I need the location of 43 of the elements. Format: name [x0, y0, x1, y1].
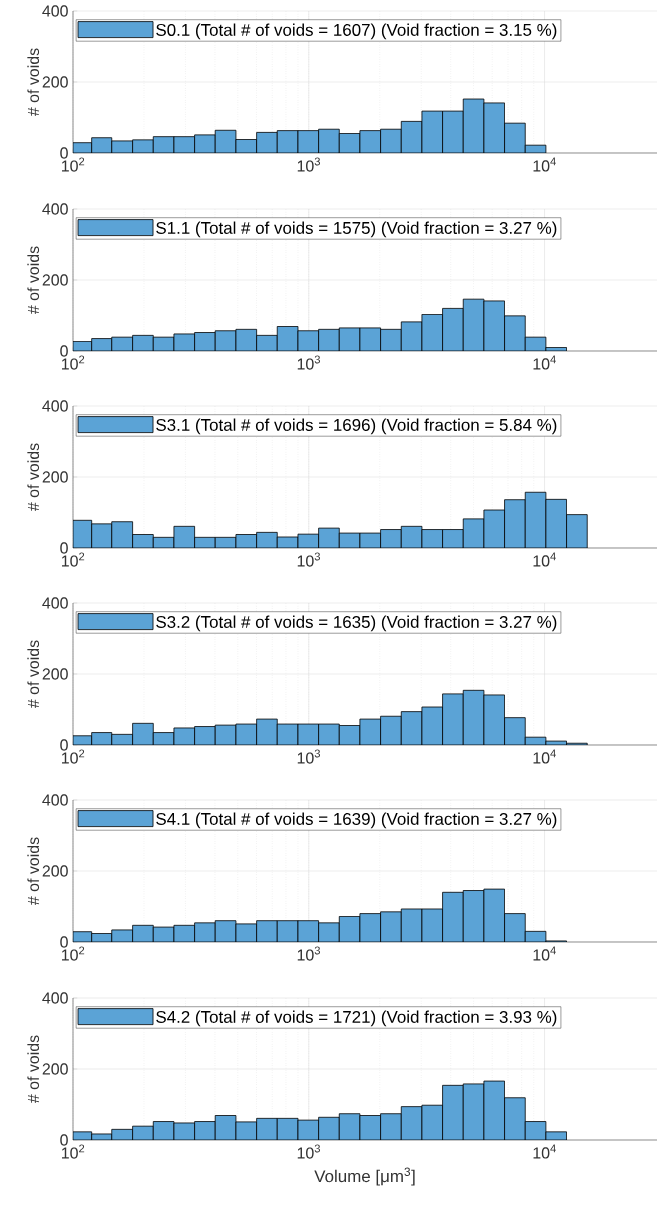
y-tick-label: 0: [60, 739, 68, 751]
y-tick-label: 0: [60, 1134, 68, 1146]
legend-label: S3.2 (Total # of voids = 1635) (Void fraction = 3.27 %): [156, 615, 557, 632]
legend-label: S1.1 (Total # of voids = 1575) (Void fraction = 3.27 %): [156, 221, 557, 238]
y-tick-label: 400: [42, 400, 68, 412]
x-tick-label: 10$^{4}$: [533, 946, 556, 961]
y-axis-title: # of voids: [27, 640, 40, 709]
legend-label: S0.1 (Total # of voids = 1607) (Void fraction = 3.15 %): [156, 23, 557, 40]
x-tick-label: 10$^{4}$: [533, 1144, 556, 1159]
y-tick-label: 200: [42, 668, 68, 680]
y-tick-label: 400: [42, 794, 68, 806]
x-tick-label: 10$^{3}$: [297, 355, 320, 370]
y-axis-title: # of voids: [27, 48, 40, 117]
x-tick-label: 10$^{3}$: [297, 749, 320, 764]
y-tick-label: 200: [42, 471, 68, 483]
y-tick-label: 200: [42, 76, 68, 88]
x-axis-title: Volume [μm$^{3}$]: [314, 1167, 415, 1186]
y-tick-label: 400: [42, 5, 68, 17]
x-tick-label: 10$^{3}$: [297, 552, 320, 567]
x-tick-label: 10$^{3}$: [297, 1144, 320, 1159]
y-tick-label: 400: [42, 992, 68, 1004]
y-tick-label: 200: [42, 865, 68, 877]
y-tick-label: 0: [60, 936, 68, 948]
legend-label: S4.2 (Total # of voids = 1721) (Void fraction = 3.93 %): [156, 1010, 557, 1027]
legend-label: S3.1 (Total # of voids = 1696) (Void fraction = 5.84 %): [156, 418, 557, 435]
x-tick-label: 10$^{3}$: [297, 946, 320, 961]
x-tick-label: 10$^{4}$: [533, 157, 556, 172]
y-tick-label: 0: [60, 542, 68, 554]
x-tick-label: 10$^{4}$: [533, 749, 556, 764]
y-axis-title: # of voids: [27, 837, 40, 906]
y-axis-title: # of voids: [27, 443, 40, 512]
y-tick-label: 0: [60, 147, 68, 159]
y-tick-label: 0: [60, 345, 68, 357]
y-tick-label: 200: [42, 274, 68, 286]
x-tick-label: 10$^{4}$: [533, 355, 556, 370]
legend-label: S4.1 (Total # of voids = 1639) (Void fraction = 3.27 %): [156, 812, 557, 829]
y-axis-title: # of voids: [27, 246, 40, 315]
x-tick-label: 10$^{3}$: [297, 157, 320, 172]
y-axis-title: # of voids: [27, 1035, 40, 1104]
x-tick-label: 10$^{4}$: [533, 552, 556, 567]
y-tick-label: 400: [42, 597, 68, 609]
y-tick-label: 200: [42, 1063, 68, 1075]
y-tick-label: 400: [42, 203, 68, 215]
